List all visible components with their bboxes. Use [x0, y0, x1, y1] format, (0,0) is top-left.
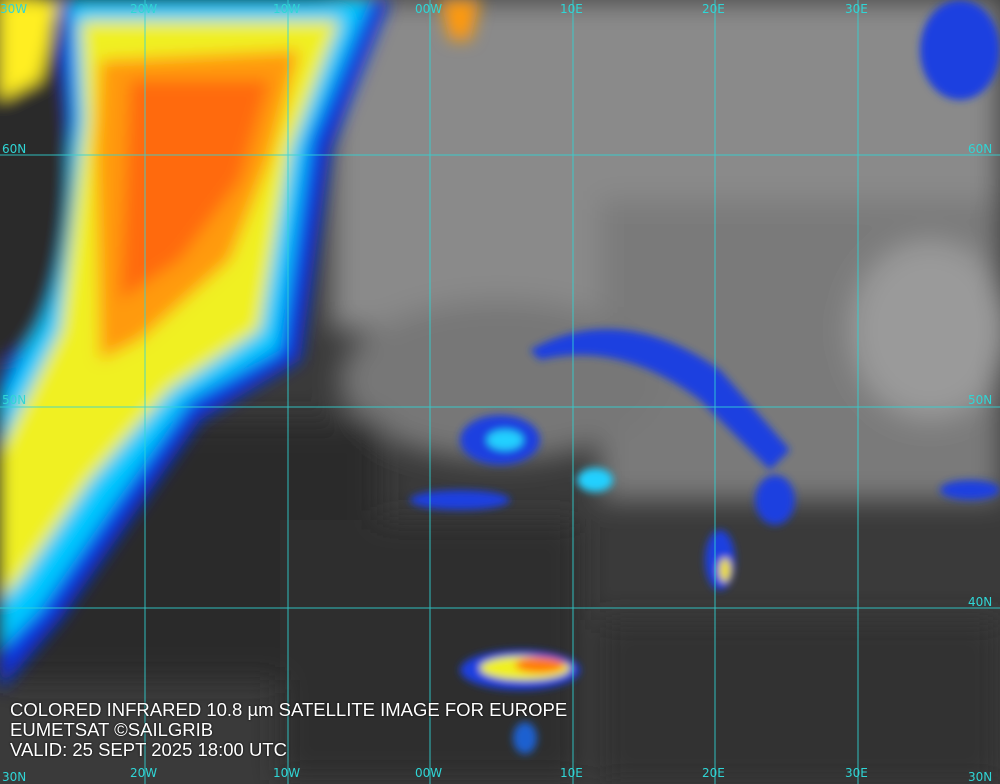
lon-label: 20E [702, 766, 725, 780]
image-caption: COLORED INFRARED 10.8 µm SATELLITE IMAGE… [10, 700, 567, 760]
lat-label: 40N [968, 595, 993, 609]
lon-label: 20E [702, 2, 725, 16]
lon-label: 10W [273, 766, 301, 780]
lat-label: 60N [2, 142, 27, 156]
lon-label: 10W [273, 2, 301, 16]
lon-label: 20W [130, 2, 158, 16]
convective-cells [410, 0, 1000, 754]
lon-label: 30E [845, 766, 868, 780]
lon-label: 10E [560, 2, 583, 16]
storm-cloud-band [0, 0, 480, 690]
caption-title: COLORED INFRARED 10.8 µm SATELLITE IMAGE… [10, 699, 568, 720]
caption-source: EUMETSAT ©SAILGRIB [10, 719, 214, 740]
lat-label: 50N [968, 393, 993, 407]
lat-label: 30N [968, 770, 993, 784]
lon-label: 00W [415, 766, 443, 780]
lat-label: 30N [2, 770, 27, 784]
caption-valid-time: VALID: 25 SEPT 2025 18:00 UTC [10, 739, 287, 760]
lon-label: 30W [0, 2, 28, 16]
lon-label: 20W [130, 766, 158, 780]
lon-label: 30E [845, 2, 868, 16]
lat-label: 50N [2, 393, 27, 407]
lat-label: 60N [968, 142, 993, 156]
lon-label: 00W [415, 2, 443, 16]
lon-label: 10E [560, 766, 583, 780]
